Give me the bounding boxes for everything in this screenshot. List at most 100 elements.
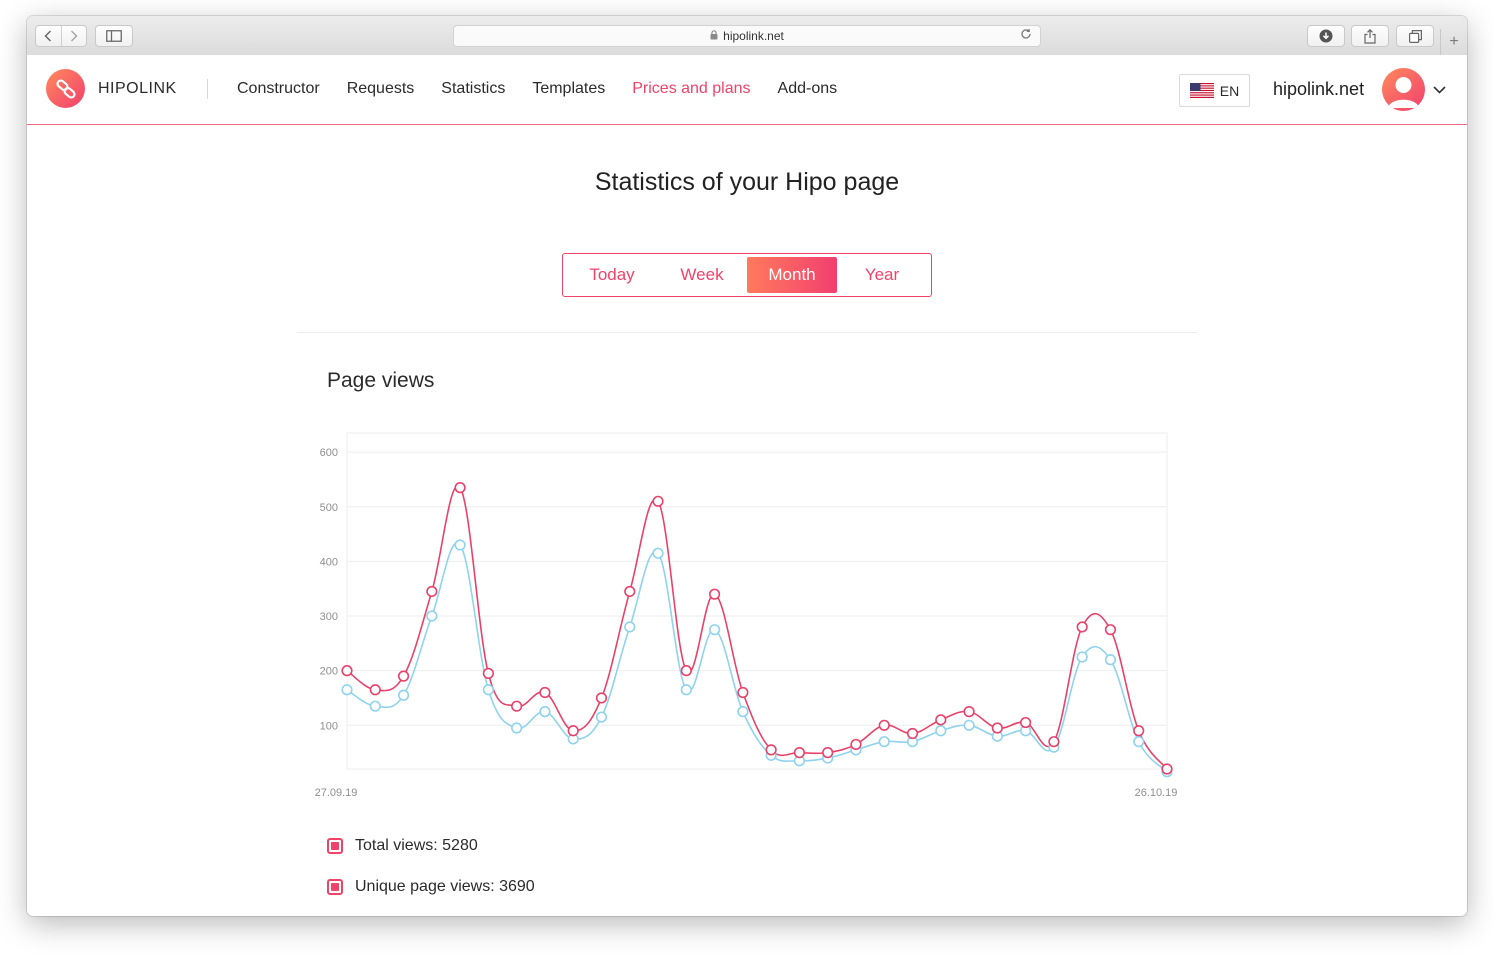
history-nav	[35, 25, 87, 47]
data-point-total	[793, 747, 806, 759]
data-point-total	[1076, 621, 1088, 633]
data-point-unique	[539, 706, 551, 718]
x-tick-label-start: 27.09.19	[315, 787, 358, 799]
tab-year[interactable]: Year	[864, 265, 900, 284]
data-point-total	[1020, 716, 1032, 729]
tabs-overview-button[interactable]	[1396, 25, 1434, 47]
data-point-total	[737, 686, 749, 699]
downloads-button[interactable]	[1307, 25, 1345, 47]
share-button[interactable]	[1351, 25, 1389, 47]
data-point-total	[1161, 763, 1173, 775]
url-text: hipolink.net	[723, 29, 784, 43]
data-point-total	[482, 667, 494, 679]
data-point-unique	[369, 700, 381, 712]
nav-templates[interactable]: Templates	[532, 80, 606, 97]
series-line-total	[346, 485, 1168, 770]
data-point-unique	[1076, 651, 1088, 663]
legend-item-total: Total views: 5280	[327, 835, 535, 857]
forward-icon[interactable]	[62, 26, 87, 46]
chevron-down-icon[interactable]	[1433, 81, 1446, 99]
data-point-total	[963, 706, 975, 718]
nav-prices-and-plans[interactable]: Prices and plans	[632, 80, 751, 97]
data-point-total	[595, 692, 608, 704]
series-line-unique	[346, 542, 1168, 773]
avatar[interactable]	[1382, 68, 1425, 111]
data-point-total	[1104, 624, 1117, 636]
legend-label-unique: Unique page views: 3690	[355, 878, 535, 895]
legend-label-total: Total views: 5280	[355, 837, 478, 854]
data-point-unique	[1133, 736, 1145, 748]
data-point-total	[567, 725, 579, 737]
data-point-total	[624, 585, 636, 598]
tab-today[interactable]: Today	[589, 265, 635, 284]
language-selector[interactable]: EN	[1179, 74, 1250, 107]
data-point-total	[511, 700, 523, 712]
main-nav: Constructor Requests Statistics Template…	[237, 80, 837, 98]
data-point-total	[906, 727, 919, 740]
data-point-unique	[397, 689, 410, 701]
share-icon	[1364, 28, 1376, 44]
lock-icon	[710, 29, 718, 43]
data-point-total	[708, 588, 721, 600]
address-bar[interactable]: hipolink.net	[453, 25, 1041, 47]
y-tick-label: 200	[320, 666, 338, 678]
data-point-total	[652, 495, 664, 507]
y-tick-label: 100	[320, 720, 338, 732]
tab-month[interactable]: Month	[747, 257, 837, 293]
data-point-total	[850, 738, 862, 751]
y-tick-label: 500	[320, 502, 338, 514]
data-point-total	[539, 686, 551, 699]
site-header: HIPOLINK Constructor Requests Statistics…	[27, 55, 1467, 125]
data-point-total	[822, 747, 834, 759]
data-point-unique	[652, 547, 664, 559]
data-point-total	[426, 585, 438, 598]
hipolink-logo-icon[interactable]	[46, 69, 85, 108]
page-title: Statistics of your Hipo page	[594, 168, 900, 196]
page-views-chart: 100 200 300 400 500 600 27.09.19 26.10.19	[315, 432, 1177, 799]
y-tick-label: 300	[320, 611, 338, 623]
nav-statistics[interactable]: Statistics	[441, 80, 506, 97]
data-point-unique	[878, 736, 890, 748]
data-point-total	[369, 684, 381, 696]
legend-item-unique: Unique page views: 3690	[327, 876, 535, 898]
data-point-unique	[680, 684, 692, 696]
legend-checkbox-unique[interactable]	[327, 879, 343, 895]
period-selector: Today Week Month Year	[562, 253, 932, 297]
data-point-total	[680, 665, 692, 677]
data-point-unique	[737, 706, 749, 718]
data-point-total	[935, 714, 947, 726]
user-domain[interactable]: hipolink.net	[1273, 79, 1365, 99]
data-point-unique	[935, 725, 947, 737]
legend-checkbox-total[interactable]	[327, 838, 343, 854]
data-point-total	[341, 665, 353, 677]
brand-name[interactable]: HIPOLINK	[98, 80, 177, 97]
y-tick-label: 400	[320, 556, 338, 568]
data-point-total	[454, 482, 466, 494]
data-point-unique	[426, 610, 438, 622]
data-point-unique	[454, 539, 466, 551]
reload-icon[interactable]	[1020, 28, 1032, 43]
data-point-total	[991, 722, 1003, 734]
nav-constructor[interactable]: Constructor	[237, 80, 320, 97]
data-point-unique	[482, 684, 494, 696]
us-flag-icon	[1189, 83, 1214, 98]
data-point-total	[1048, 736, 1060, 748]
data-point-total	[765, 744, 777, 756]
data-point-unique	[624, 621, 636, 633]
sidebar-icon	[106, 30, 122, 42]
tab-week[interactable]: Week	[680, 265, 724, 284]
data-point-unique	[595, 711, 608, 723]
data-point-unique	[1104, 654, 1117, 666]
data-point-total	[397, 670, 410, 682]
tabs-icon	[1408, 29, 1422, 43]
data-point-unique	[341, 684, 353, 696]
nav-requests[interactable]: Requests	[346, 80, 415, 97]
data-point-unique	[963, 719, 975, 731]
new-tab-icon[interactable]: +	[1440, 29, 1467, 55]
section-divider	[297, 332, 1197, 333]
sidebar-toggle-button[interactable]	[95, 25, 133, 47]
back-icon[interactable]	[36, 26, 62, 46]
plot-frame	[346, 432, 1168, 770]
browser-toolbar: hipolink.net +	[27, 16, 1467, 56]
nav-add-ons[interactable]: Add-ons	[777, 80, 838, 97]
